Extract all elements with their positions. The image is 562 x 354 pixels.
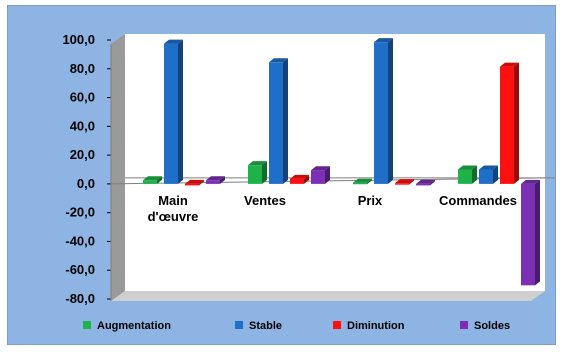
y-tick-label: 0,0: [77, 176, 95, 191]
legend-swatch: [460, 321, 468, 329]
bar: [164, 39, 183, 184]
bar-front: [206, 180, 220, 184]
category-label: Commandes: [439, 193, 517, 208]
y-tick-label: 40,0: [70, 118, 95, 133]
bar-side: [304, 174, 309, 184]
bar: [479, 165, 498, 184]
bar-side: [178, 39, 183, 184]
bar-side: [472, 165, 477, 184]
bar-front: [185, 183, 199, 186]
bar-top: [248, 161, 267, 166]
category-label: Main d'œuvre: [148, 193, 199, 224]
bar: [500, 62, 519, 184]
y-tick-label: -80,0: [65, 291, 95, 306]
bar-top: [458, 165, 477, 170]
bar-front: [500, 66, 514, 184]
bar: [269, 58, 288, 184]
back-wall: [125, 34, 545, 291]
bar-top: [500, 62, 519, 67]
bar: [458, 165, 477, 184]
bar-side: [493, 165, 498, 184]
bar: [521, 179, 540, 286]
bar-top: [479, 165, 498, 170]
bar-side: [514, 62, 519, 184]
bar-side: [409, 179, 414, 185]
category-label: Ventes: [244, 193, 286, 208]
bar: [395, 179, 414, 185]
bar-front: [269, 62, 283, 184]
legend: Augmentation Stable Diminution Soldes: [83, 320, 510, 332]
bar-side: [388, 38, 393, 184]
legend-swatch: [83, 321, 91, 329]
bar-top: [206, 176, 225, 181]
bar-side: [220, 176, 225, 184]
bar-top: [290, 174, 309, 179]
bar-top: [311, 166, 330, 171]
bars: [143, 38, 540, 286]
bar-side: [367, 178, 372, 185]
bar-top: [521, 179, 540, 184]
y-tick-label: -60,0: [65, 262, 95, 277]
y-axis: 100,0 80,0 60,0 40,0 20,0 0,0 -20,0 -40,0 -60,0 -…: [62, 32, 112, 306]
bar-front: [248, 165, 262, 184]
bar-front: [353, 182, 367, 185]
bar-top: [185, 179, 204, 184]
legend-label: Diminution: [347, 320, 405, 332]
side-wall: [111, 34, 125, 301]
y-tick-label: 20,0: [70, 147, 95, 162]
legend-label: Soldes: [474, 320, 510, 332]
bar-side: [535, 179, 540, 286]
bar: [353, 178, 372, 185]
bar-front: [521, 183, 535, 286]
bar-front: [416, 183, 430, 186]
bar-side: [199, 179, 204, 186]
bar-side: [325, 166, 330, 184]
bar-top: [395, 179, 414, 184]
floor: [111, 291, 545, 301]
bar-top: [416, 179, 435, 184]
category-labels: Main d'œuvre Ventes Prix Commandes: [148, 193, 517, 224]
bar: [416, 179, 435, 186]
bar: [374, 38, 393, 184]
bar-top: [269, 58, 288, 63]
bar: [290, 174, 309, 184]
y-tick-label: -40,0: [65, 233, 95, 248]
legend-item: Stable: [235, 320, 282, 332]
legend-item: Soldes: [460, 320, 510, 332]
bar-top: [164, 39, 183, 44]
bar-front: [164, 43, 178, 184]
legend-swatch: [235, 321, 243, 329]
legend-item: Augmentation: [83, 320, 171, 332]
bar: [143, 176, 162, 184]
bar: [248, 161, 267, 184]
bar-side: [430, 179, 435, 186]
bar-front: [143, 180, 157, 184]
bar-top: [374, 38, 393, 43]
y-tick-label: 80,0: [70, 61, 95, 76]
bar: [206, 176, 225, 184]
bar-front: [290, 178, 304, 184]
bar-front: [311, 170, 325, 184]
y-tick-label: 100,0: [62, 32, 95, 47]
bar: [185, 179, 204, 186]
bar: [311, 166, 330, 184]
legend-item: Diminution: [333, 320, 405, 332]
legend-label: Augmentation: [97, 320, 171, 332]
y-tick-label: 60,0: [70, 90, 95, 105]
bar-side: [283, 58, 288, 184]
bar-front: [395, 183, 409, 185]
category-label: Prix: [358, 193, 383, 208]
legend-swatch: [333, 321, 341, 329]
y-tick-label: -20,0: [65, 205, 95, 220]
bar-top: [353, 178, 372, 183]
bar-side: [157, 176, 162, 184]
legend-label: Stable: [249, 320, 282, 332]
bar-front: [479, 169, 493, 184]
bar-front: [374, 42, 388, 184]
bar-top: [143, 176, 162, 181]
bar-side: [262, 161, 267, 184]
bar-front: [458, 169, 472, 184]
